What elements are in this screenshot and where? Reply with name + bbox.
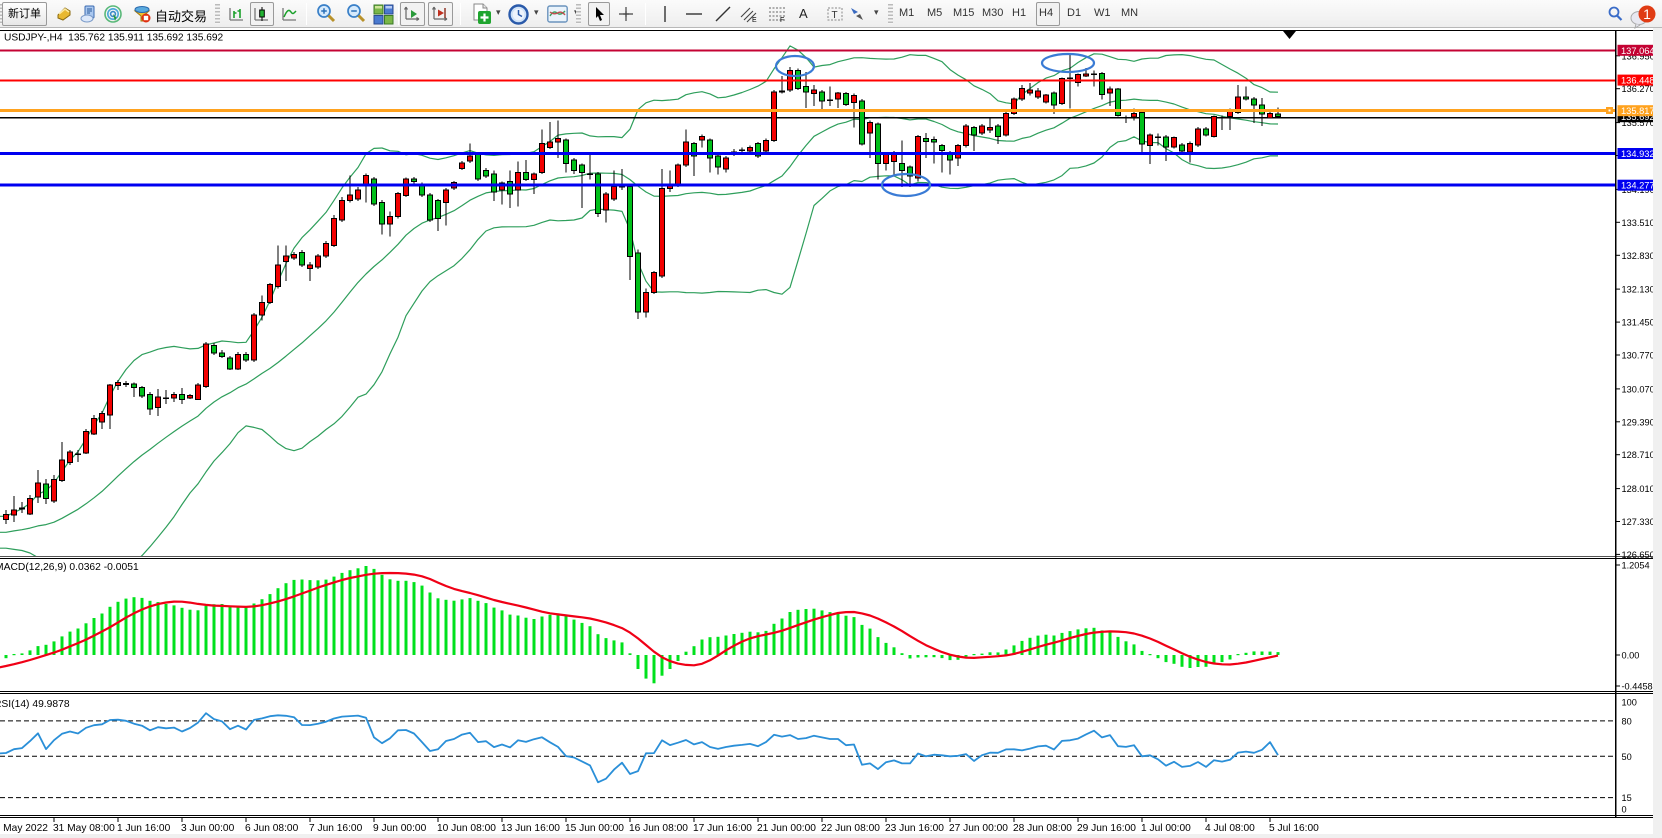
svg-text:5 Jul 16:00: 5 Jul 16:00 [1269, 823, 1319, 834]
svg-text:135.817: 135.817 [1621, 106, 1655, 116]
svg-text:15: 15 [1622, 793, 1632, 803]
svg-text:128.010: 128.010 [1622, 484, 1655, 494]
svg-text:28 Jun 08:00: 28 Jun 08:00 [1013, 823, 1072, 834]
svg-text:-0.4458: -0.4458 [1622, 682, 1653, 692]
svg-text:1: 1 [1643, 6, 1651, 22]
svg-text:132.130: 132.130 [1622, 285, 1655, 295]
svg-text:131.450: 131.450 [1622, 318, 1655, 328]
svg-text:0: 0 [1622, 805, 1627, 815]
svg-text:27 Jun 00:00: 27 Jun 00:00 [949, 823, 1008, 834]
svg-text:1 Jun 16:00: 1 Jun 16:00 [117, 823, 171, 834]
svg-text:130.770: 130.770 [1622, 351, 1655, 361]
svg-text:126.650: 126.650 [1622, 550, 1655, 560]
svg-text:50: 50 [1622, 752, 1632, 762]
svg-text:29 Jun 16:00: 29 Jun 16:00 [1077, 823, 1136, 834]
svg-text:100: 100 [1622, 698, 1637, 708]
svg-text:1.2054: 1.2054 [1622, 561, 1650, 571]
svg-text:134.932: 134.932 [1621, 149, 1655, 159]
svg-text:137.064: 137.064 [1621, 46, 1655, 56]
svg-text:135.570: 135.570 [1622, 118, 1655, 128]
svg-text:17 Jun 16:00: 17 Jun 16:00 [693, 823, 752, 834]
svg-text:127.330: 127.330 [1622, 517, 1655, 527]
svg-text:21 Jun 00:00: 21 Jun 00:00 [757, 823, 816, 834]
svg-text:7 Jun 16:00: 7 Jun 16:00 [309, 823, 363, 834]
svg-text:RSI(14) 49.9878: RSI(14) 49.9878 [0, 699, 70, 710]
svg-text:80: 80 [1622, 716, 1632, 726]
svg-text:133.510: 133.510 [1622, 218, 1655, 228]
svg-text:13 Jun 16:00: 13 Jun 16:00 [501, 823, 560, 834]
svg-text:134.277: 134.277 [1621, 181, 1655, 191]
svg-text:136.448: 136.448 [1621, 76, 1655, 86]
svg-text:23 Jun 16:00: 23 Jun 16:00 [885, 823, 944, 834]
svg-text:129.390: 129.390 [1622, 417, 1655, 427]
svg-text:136.950: 136.950 [1622, 51, 1655, 61]
svg-text:T: T [832, 10, 838, 21]
svg-text:F: F [780, 17, 784, 23]
svg-text:MACD(12,26,9) 0.0362 -0.0051: MACD(12,26,9) 0.0362 -0.0051 [0, 562, 139, 573]
svg-text:15 Jun 00:00: 15 Jun 00:00 [565, 823, 624, 834]
svg-text:22 Jun 08:00: 22 Jun 08:00 [821, 823, 880, 834]
svg-text:10 Jun 08:00: 10 Jun 08:00 [437, 823, 496, 834]
svg-text:132.830: 132.830 [1622, 251, 1655, 261]
svg-text:16 Jun 08:00: 16 Jun 08:00 [629, 823, 688, 834]
svg-text:128.710: 128.710 [1622, 450, 1655, 460]
svg-text:30 May 2022: 30 May 2022 [0, 823, 48, 834]
svg-text:6 Jun 08:00: 6 Jun 08:00 [245, 823, 299, 834]
svg-text:E: E [752, 17, 757, 23]
svg-text:31 May 08:00: 31 May 08:00 [53, 823, 115, 834]
svg-text:3 Jun 00:00: 3 Jun 00:00 [181, 823, 235, 834]
svg-text:130.070: 130.070 [1622, 384, 1655, 394]
svg-text:136.270: 136.270 [1622, 84, 1655, 94]
svg-text:9 Jun 00:00: 9 Jun 00:00 [373, 823, 427, 834]
svg-text:1 Jul 00:00: 1 Jul 00:00 [1141, 823, 1191, 834]
svg-text:0.00: 0.00 [1622, 651, 1640, 661]
svg-text:USDJPY-,H4 135.762 135.911 13: USDJPY-,H4 135.762 135.911 135.692 135.6… [4, 33, 224, 44]
svg-text:4 Jul 08:00: 4 Jul 08:00 [1205, 823, 1255, 834]
svg-text:135.692: 135.692 [1621, 112, 1655, 122]
